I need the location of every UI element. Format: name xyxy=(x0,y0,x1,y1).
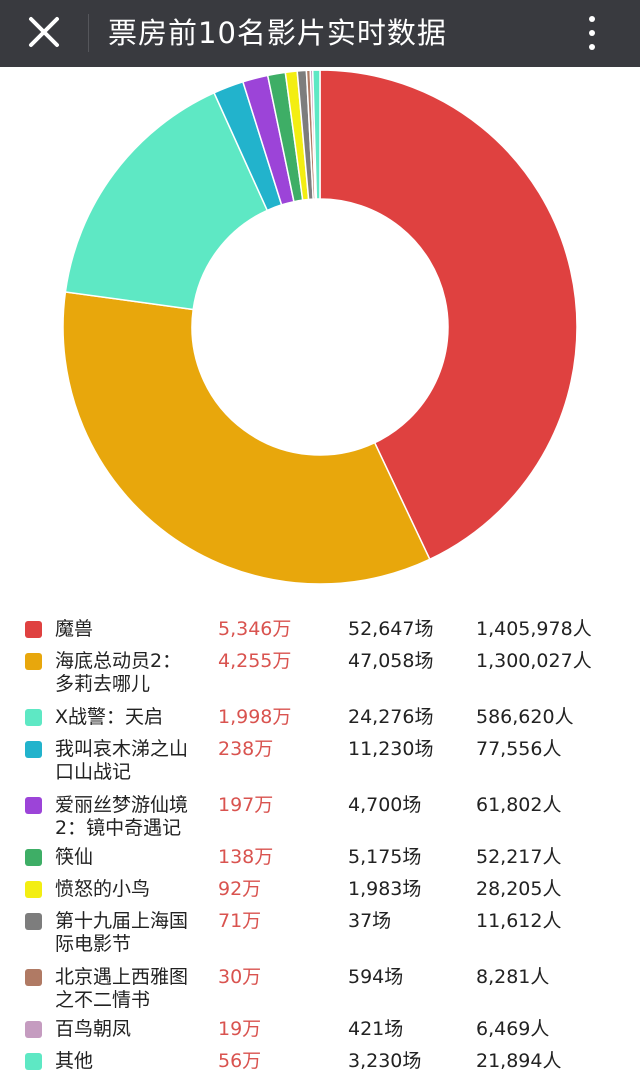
movie-name-line2: 际电影节 xyxy=(55,933,132,955)
movie-name-line2: 多莉去哪儿 xyxy=(55,673,151,695)
shows-value: 421场 xyxy=(348,1018,404,1040)
shows-value: 594场 xyxy=(348,966,404,988)
legend-swatch xyxy=(25,741,42,758)
audience-value: 28,205人 xyxy=(476,878,562,900)
movie-name-line1: 筷仙 xyxy=(55,846,94,868)
box-office-value: 5,346万 xyxy=(218,618,292,640)
box-office-value: 197万 xyxy=(218,794,274,816)
box-office-value: 238万 xyxy=(218,738,274,760)
audience-value: 21,894人 xyxy=(476,1050,562,1072)
audience-value: 52,217人 xyxy=(476,846,562,868)
shows-value: 1,983场 xyxy=(348,878,422,900)
box-office-value: 56万 xyxy=(218,1050,262,1072)
box-office-value: 92万 xyxy=(218,878,262,900)
movie-name-line2: 2：镜中奇遇记 xyxy=(55,817,182,839)
movie-name-line2: 口山战记 xyxy=(55,761,132,783)
top-bar: 票房前10名影片实时数据 xyxy=(0,0,640,67)
shows-value: 11,230场 xyxy=(348,738,434,760)
movie-name-line1: 北京遇上西雅图 xyxy=(55,966,189,988)
legend-swatch xyxy=(25,881,42,898)
legend-swatch xyxy=(25,797,42,814)
movie-name-line1: 其他 xyxy=(55,1050,94,1072)
audience-value: 61,802人 xyxy=(476,794,562,816)
box-office-value: 71万 xyxy=(218,910,262,932)
audience-value: 1,300,027人 xyxy=(476,650,592,672)
movie-name: 其他 xyxy=(55,1050,213,1073)
donut-chart xyxy=(62,69,578,585)
movie-name-line1: 百鸟朝凤 xyxy=(55,1018,132,1040)
movie-name: 北京遇上西雅图 之不二情书 xyxy=(55,966,213,1012)
audience-value: 6,469人 xyxy=(476,1018,550,1040)
legend-swatch xyxy=(25,913,42,930)
movie-name-line1: 第十九届上海国 xyxy=(55,910,189,932)
audience-value: 8,281人 xyxy=(476,966,550,988)
page-title: 票房前10名影片实时数据 xyxy=(108,16,447,50)
movie-name: 筷仙 xyxy=(55,846,213,869)
movie-name: 愤怒的小鸟 xyxy=(55,878,213,901)
box-office-value: 19万 xyxy=(218,1018,262,1040)
legend-swatch xyxy=(25,621,42,638)
box-office-value: 1,998万 xyxy=(218,706,292,728)
legend-swatch xyxy=(25,1053,42,1070)
shows-value: 24,276场 xyxy=(348,706,434,728)
movie-name: 爱丽丝梦游仙境 2：镜中奇遇记 xyxy=(55,794,213,840)
donut-slice[interactable] xyxy=(319,69,578,561)
shows-value: 4,700场 xyxy=(348,794,422,816)
legend-swatch xyxy=(25,709,42,726)
close-button[interactable] xyxy=(22,10,66,54)
movie-name: 魔兽 xyxy=(55,618,213,641)
movie-name-line2: 之不二情书 xyxy=(55,989,151,1011)
movie-name-line1: 魔兽 xyxy=(55,618,94,640)
divider xyxy=(88,14,89,52)
shows-value: 52,647场 xyxy=(348,618,434,640)
shows-value: 3,230场 xyxy=(348,1050,422,1072)
donut-slice[interactable] xyxy=(311,69,321,200)
audience-value: 77,556人 xyxy=(476,738,562,760)
more-dots-icon xyxy=(589,44,595,50)
movie-name-line1: 我叫哀木涕之山 xyxy=(55,738,189,760)
legend-swatch xyxy=(25,653,42,670)
close-icon xyxy=(29,17,59,47)
movie-name: 我叫哀木涕之山 口山战记 xyxy=(55,738,213,784)
donut-slice[interactable] xyxy=(64,91,269,311)
shows-value: 37场 xyxy=(348,910,392,932)
box-office-value: 30万 xyxy=(218,966,262,988)
audience-value: 1,405,978人 xyxy=(476,618,592,640)
movie-name-line1: 海底总动员2： xyxy=(55,650,182,672)
box-office-value: 4,255万 xyxy=(218,650,292,672)
shows-value: 47,058场 xyxy=(348,650,434,672)
legend-swatch xyxy=(25,1021,42,1038)
movie-name: 百鸟朝凤 xyxy=(55,1018,213,1041)
movie-name-line1: 愤怒的小鸟 xyxy=(55,878,151,900)
more-button[interactable] xyxy=(570,8,614,58)
box-office-value: 138万 xyxy=(218,846,274,868)
donut-slice[interactable] xyxy=(62,291,431,585)
movie-name-line1: X战警：天启 xyxy=(55,706,164,728)
legend-swatch xyxy=(25,969,42,986)
shows-value: 5,175场 xyxy=(348,846,422,868)
legend-swatch xyxy=(25,849,42,866)
more-dots-icon xyxy=(589,16,595,22)
audience-value: 11,612人 xyxy=(476,910,562,932)
movie-name: 海底总动员2： 多莉去哪儿 xyxy=(55,650,213,696)
movie-name: X战警：天启 xyxy=(55,706,213,729)
more-dots-icon xyxy=(589,30,595,36)
movie-name-line1: 爱丽丝梦游仙境 xyxy=(55,794,189,816)
audience-value: 586,620人 xyxy=(476,706,574,728)
movie-name: 第十九届上海国 际电影节 xyxy=(55,910,213,956)
